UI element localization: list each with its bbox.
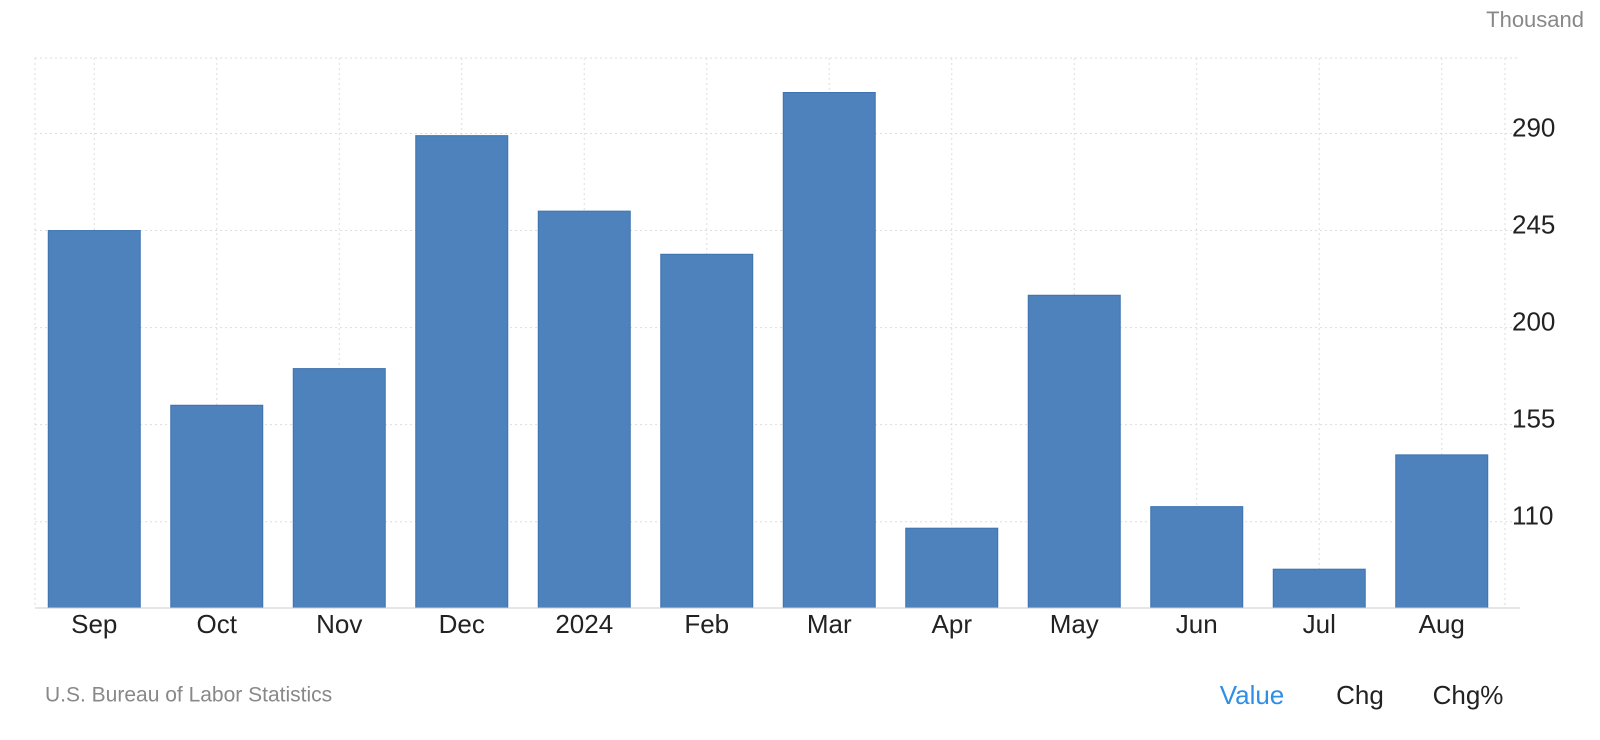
bar xyxy=(537,210,631,609)
y-tick-label: 155 xyxy=(1512,404,1555,434)
x-tick-label: Aug xyxy=(1419,609,1465,639)
y-tick-label: 245 xyxy=(1512,209,1555,239)
unit-label: Thousand xyxy=(1486,7,1584,32)
bar xyxy=(170,404,264,609)
bar xyxy=(782,92,876,609)
y-tick-label: 290 xyxy=(1512,112,1555,142)
x-tick-label: Dec xyxy=(439,609,485,639)
bar xyxy=(1272,568,1366,609)
x-tick-label: May xyxy=(1050,609,1099,639)
bar xyxy=(292,368,386,609)
bar xyxy=(1395,454,1489,609)
bar xyxy=(905,527,999,609)
x-tick-label: Feb xyxy=(684,609,729,639)
bar xyxy=(1027,294,1121,609)
x-tick-label: Nov xyxy=(316,609,362,639)
y-tick-label: 110 xyxy=(1512,501,1553,531)
x-tick-label: Apr xyxy=(932,609,973,639)
x-tick-label: Jul xyxy=(1303,609,1336,639)
bar xyxy=(1150,506,1244,609)
value-button[interactable]: Value xyxy=(1220,680,1285,710)
x-tick-label: Sep xyxy=(71,609,117,639)
x-tick-label: 2024 xyxy=(555,609,613,639)
bar xyxy=(47,230,141,609)
source: U.S. Bureau of Labor Statistics xyxy=(45,684,332,707)
x-tick-label: Oct xyxy=(197,609,238,639)
bar xyxy=(415,135,509,609)
change-percent-button[interactable]: Chg% xyxy=(1433,680,1504,710)
x-tick-label: Mar xyxy=(807,609,852,639)
x-tick-label: Jun xyxy=(1176,609,1218,639)
change-button[interactable]: Chg xyxy=(1336,680,1384,710)
bar xyxy=(660,253,754,609)
y-tick-label: 200 xyxy=(1512,306,1555,336)
